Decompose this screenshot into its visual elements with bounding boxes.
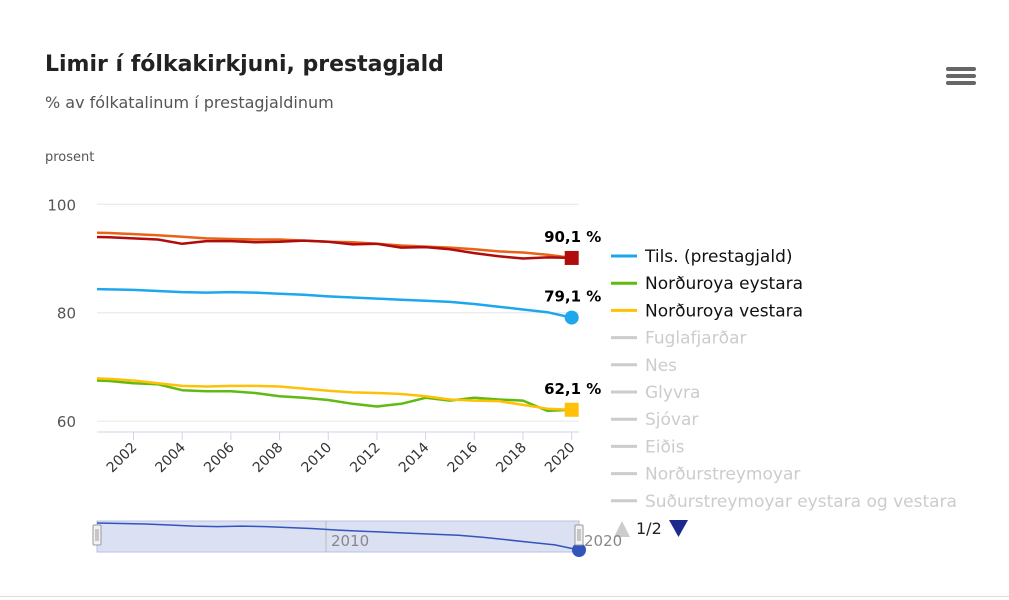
series-end-marker-0[interactable] bbox=[564, 310, 579, 325]
legend-item-hidden-2[interactable]: Glyvra bbox=[611, 383, 700, 403]
legend-item-hidden-0[interactable]: Fuglafjarðar bbox=[611, 329, 746, 349]
x-tick-label: 2018 bbox=[493, 440, 530, 477]
y-tick-label: 80 bbox=[57, 305, 76, 323]
legend-page-down-icon[interactable] bbox=[669, 520, 688, 537]
navigator-series-line bbox=[96, 522, 580, 551]
navigator-left-handle[interactable] bbox=[92, 524, 102, 546]
legend-label: Sjóvar bbox=[645, 410, 698, 430]
series-line-1[interactable] bbox=[85, 379, 572, 413]
chart-title: Limir í fólkakirkjuni, prestagjald bbox=[45, 52, 444, 77]
legend-label: Suðurstreymoyar eystara og vestara bbox=[645, 492, 957, 512]
series-line-2[interactable] bbox=[85, 377, 572, 412]
navigator-right-handle[interactable] bbox=[574, 524, 584, 546]
x-tick-label: 2010 bbox=[299, 440, 336, 477]
x-tick-label: 2006 bbox=[201, 439, 238, 476]
legend-item-hidden-4[interactable]: Eiðis bbox=[611, 437, 685, 457]
x-tick-label: 2014 bbox=[396, 439, 433, 476]
legend-label: Norðuroya eystara bbox=[645, 274, 803, 294]
navigator-label: 2010 bbox=[331, 532, 369, 550]
navigator-range[interactable] bbox=[96, 520, 580, 553]
legend-item-hidden-3[interactable]: Sjóvar bbox=[611, 410, 698, 430]
legend-page-indicator: 1/2 bbox=[636, 519, 662, 538]
x-tick-label: 2020 bbox=[542, 440, 579, 477]
legend-label: Norðuroya vestara bbox=[645, 301, 803, 321]
legend-item-hidden-5[interactable]: Norðurstreymoyar bbox=[611, 465, 800, 485]
series-end-marker-4[interactable] bbox=[564, 250, 579, 265]
legend-label: Fuglafjarðar bbox=[645, 329, 746, 349]
series-line-0[interactable] bbox=[85, 287, 572, 319]
legend-item-hidden-6[interactable]: Suðurstreymoyar eystara og vestara bbox=[611, 492, 957, 512]
legend-label: Tils. (prestagjald) bbox=[644, 247, 793, 267]
legend-label: Norðurstreymoyar bbox=[645, 465, 800, 485]
series-line-3[interactable] bbox=[85, 231, 572, 260]
legend-label: Eiðis bbox=[645, 437, 685, 457]
y-tick-label: 100 bbox=[47, 196, 76, 214]
y-axis-label: prosent bbox=[45, 150, 94, 165]
x-tick-label: 2012 bbox=[347, 440, 384, 477]
legend-item-0[interactable]: Tils. (prestagjald) bbox=[611, 247, 793, 267]
hamburger-menu-icon[interactable] bbox=[944, 64, 978, 94]
legend-page-up-icon[interactable] bbox=[614, 521, 630, 537]
x-tick-label: 2016 bbox=[445, 439, 482, 476]
data-label: 90,1 % bbox=[544, 228, 601, 246]
navigator-end-marker bbox=[572, 543, 586, 557]
data-label: 62,1 % bbox=[544, 380, 601, 398]
legend-label: Glyvra bbox=[645, 383, 700, 403]
data-label: 79,1 % bbox=[544, 288, 601, 306]
series-end-marker-2[interactable] bbox=[564, 402, 579, 417]
legend-item-hidden-1[interactable]: Nes bbox=[611, 356, 677, 376]
y-tick-label: 60 bbox=[57, 413, 76, 431]
legend-item-1[interactable]: Norðuroya eystara bbox=[611, 274, 803, 294]
series-line-4[interactable] bbox=[85, 235, 572, 260]
legend-label: Nes bbox=[645, 356, 677, 376]
bottom-divider bbox=[0, 596, 1009, 597]
x-tick-label: 2004 bbox=[153, 439, 190, 476]
x-tick-label: 2002 bbox=[104, 440, 141, 477]
handle-body bbox=[574, 524, 584, 546]
chart-subtitle: % av fólkatalinum í prestagjaldinum bbox=[45, 93, 334, 112]
legend-item-2[interactable]: Norðuroya vestara bbox=[611, 301, 803, 321]
x-tick-label: 2008 bbox=[250, 440, 287, 477]
navigator-label-right: 2020 bbox=[584, 532, 622, 550]
handle-body bbox=[92, 524, 102, 546]
